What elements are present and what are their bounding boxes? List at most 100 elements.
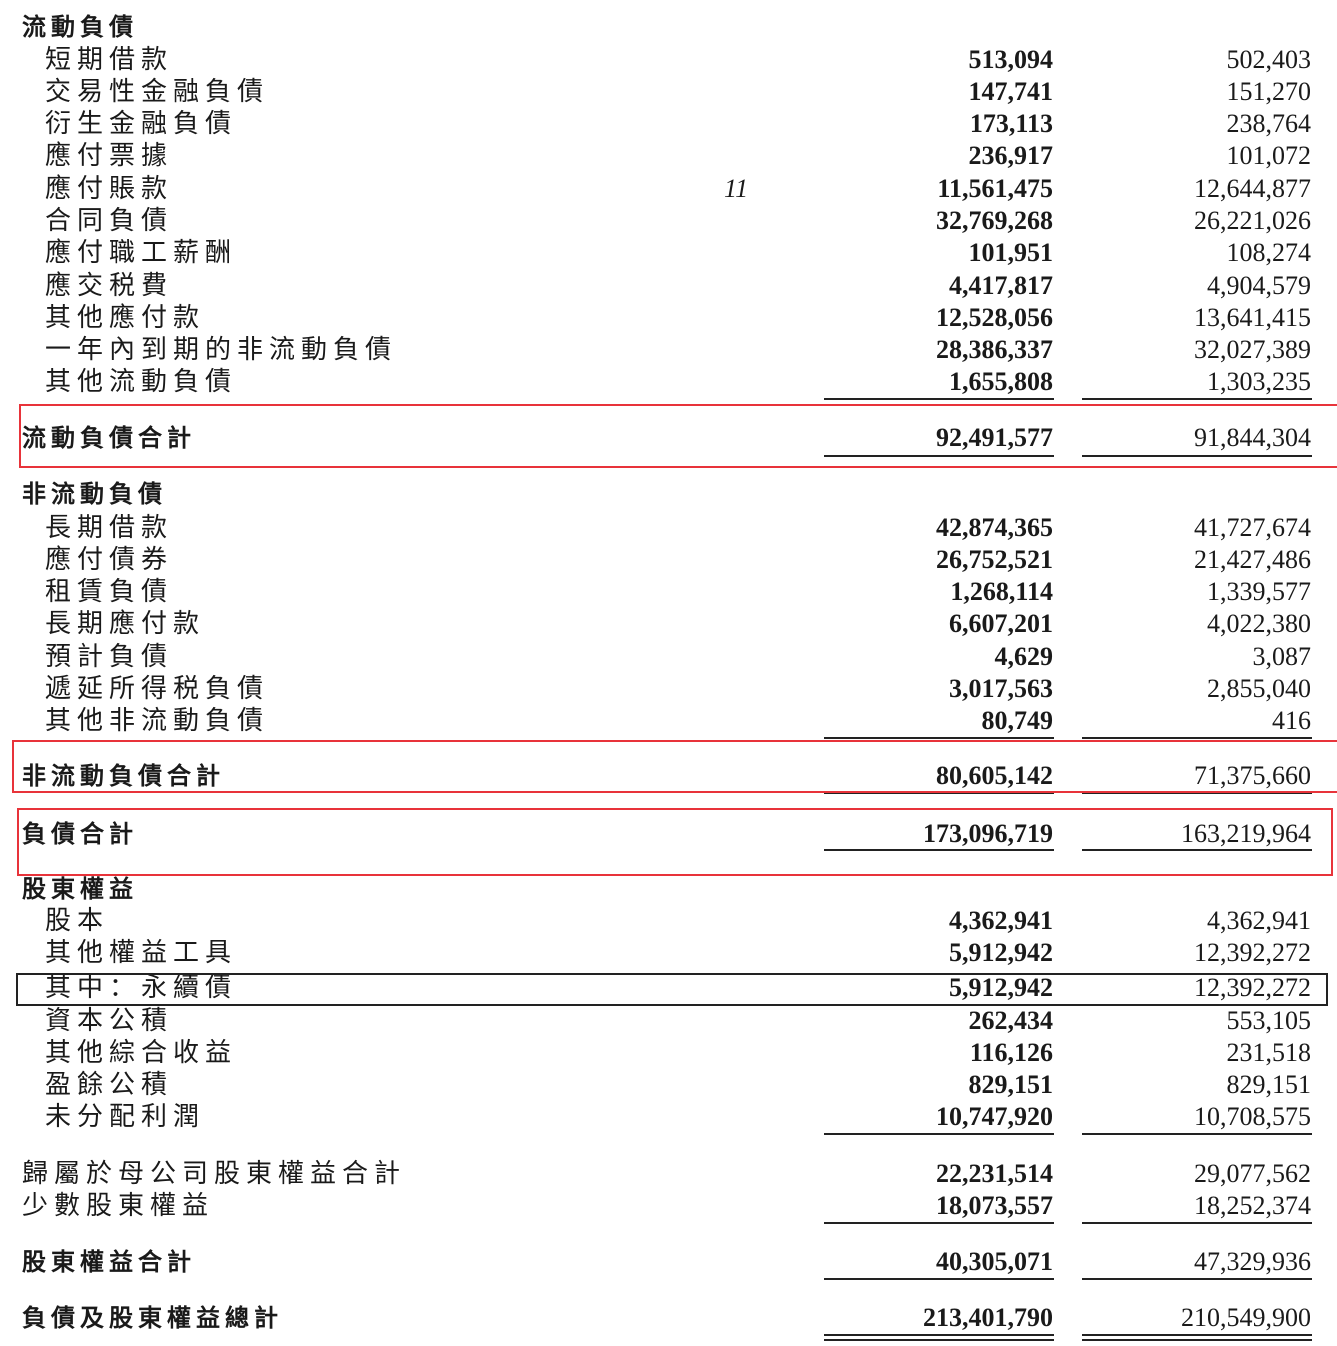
current-period-value: 28,386,337 <box>936 335 1053 364</box>
current-period-value: 80,605,142 <box>936 761 1053 790</box>
table-row: 短期借款 513,094 502,403 <box>0 44 1337 76</box>
current-period-value: 6,607,201 <box>949 609 1053 638</box>
table-row: 長期應付款 6,607,201 4,022,380 <box>0 608 1337 640</box>
current-period-value: 1,268,114 <box>950 577 1053 606</box>
row-label: 應付賬款 <box>45 174 174 203</box>
row-label: 股東權益合計 <box>22 1248 196 1276</box>
table-row: 少數股東權益 18,073,557 18,252,374 <box>0 1190 1337 1222</box>
row-label: 非流動負債合計 <box>22 762 225 790</box>
underline-prior <box>1082 792 1312 794</box>
current-period-value: 4,629 <box>994 642 1054 671</box>
row-label: 衍生金融負債 <box>45 109 238 138</box>
prior-period-value: 32,027,389 <box>1194 335 1311 364</box>
prior-period-value: 829,151 <box>1226 1070 1312 1099</box>
table-row: 衍生金融負債 173,113 238,764 <box>0 108 1337 140</box>
row-label: 其他流動負債 <box>45 367 238 396</box>
table-row: 其他流動負債 1,655,808 1,303,235 <box>0 366 1337 398</box>
row-label: 股東權益 <box>22 875 138 903</box>
row-label: 應付職工薪酬 <box>45 238 238 267</box>
current-period-value: 3,017,563 <box>949 674 1053 703</box>
table-row: 應付職工薪酬 101,951 108,274 <box>0 237 1337 269</box>
prior-period-value: 101,072 <box>1226 141 1312 170</box>
prior-period-value: 1,339,577 <box>1207 577 1311 606</box>
total-row: 負債合計 173,096,719 163,219,964 <box>0 818 1337 850</box>
prior-period-value: 91,844,304 <box>1194 423 1311 452</box>
row-label: 歸屬於母公司股東權益合計 <box>22 1159 407 1188</box>
table-row: 未分配利潤 10,747,920 10,708,575 <box>0 1101 1337 1133</box>
prior-period-value: 502,403 <box>1226 45 1312 74</box>
row-label: 其他綜合收益 <box>45 1038 238 1067</box>
current-period-value: 22,231,514 <box>936 1159 1053 1188</box>
current-period-value: 32,769,268 <box>936 206 1053 235</box>
row-label: 流動負債合計 <box>22 424 196 452</box>
prior-period-value: 231,518 <box>1226 1038 1312 1067</box>
current-period-value: 18,073,557 <box>936 1191 1053 1220</box>
highlight-box <box>17 808 1333 876</box>
total-row: 非流動負債合計 80,605,142 71,375,660 <box>0 760 1337 792</box>
row-label: 應付票據 <box>45 141 174 170</box>
prior-period-value: 10,708,575 <box>1194 1102 1311 1131</box>
row-label: 負債合計 <box>22 820 138 848</box>
highlight-box <box>12 740 1337 793</box>
row-label: 股本 <box>45 906 110 935</box>
prior-period-value: 12,392,272 <box>1194 973 1311 1002</box>
table-row: 租賃負債 1,268,114 1,339,577 <box>0 576 1337 608</box>
underline-prior <box>1082 849 1312 851</box>
prior-period-value: 26,221,026 <box>1194 206 1311 235</box>
prior-period-value: 553,105 <box>1226 1006 1312 1035</box>
prior-period-value: 4,362,941 <box>1207 906 1311 935</box>
current-period-value: 5,912,942 <box>949 973 1053 1002</box>
total-row: 股東權益合計 40,305,071 47,329,936 <box>0 1246 1337 1278</box>
current-period-value: 101,951 <box>968 238 1054 267</box>
note-reference: 11 <box>724 174 749 203</box>
table-row: 長期借款 42,874,365 41,727,674 <box>0 512 1337 544</box>
row-label: 交易性金融負債 <box>45 77 270 106</box>
row-label: 資本公積 <box>45 1006 174 1035</box>
prior-period-value: 2,855,040 <box>1207 674 1311 703</box>
current-period-value: 26,752,521 <box>936 545 1053 574</box>
prior-period-value: 12,644,877 <box>1194 174 1311 203</box>
table-row: 預計負債 4,629 3,087 <box>0 641 1337 673</box>
underline-current <box>824 792 1054 794</box>
current-period-value: 1,655,808 <box>949 367 1053 396</box>
row-label: 應交税費 <box>45 271 174 300</box>
double-underline-prior <box>1082 1334 1312 1341</box>
current-period-value: 173,096,719 <box>923 819 1053 848</box>
prior-period-value: 4,022,380 <box>1207 609 1311 638</box>
current-period-value: 10,747,920 <box>936 1102 1053 1131</box>
current-period-value: 5,912,942 <box>949 938 1053 967</box>
current-period-value: 12,528,056 <box>936 303 1053 332</box>
row-label: 盈餘公積 <box>45 1070 174 1099</box>
underline-current <box>824 1278 1054 1280</box>
prior-period-value: 3,087 <box>1252 642 1312 671</box>
row-label: 未分配利潤 <box>45 1102 206 1131</box>
table-row: 歸屬於母公司股東權益合計 22,231,514 29,077,562 <box>0 1158 1337 1190</box>
current-period-value: 40,305,071 <box>936 1247 1053 1276</box>
underline-prior <box>1082 398 1312 400</box>
table-row: 應付賬款 11 11,561,475 12,644,877 <box>0 173 1337 205</box>
table-row: 應付債券 26,752,521 21,427,486 <box>0 544 1337 576</box>
table-row: 其他綜合收益 116,126 231,518 <box>0 1037 1337 1069</box>
current-period-value: 116,126 <box>969 1038 1053 1067</box>
row-label: 合同負債 <box>45 206 174 235</box>
prior-period-value: 12,392,272 <box>1194 938 1311 967</box>
table-row: 合同負債 32,769,268 26,221,026 <box>0 205 1337 237</box>
row-label: 流動負債 <box>22 13 138 41</box>
current-period-value: 42,874,365 <box>936 513 1053 542</box>
underline-prior <box>1082 1222 1312 1224</box>
outline-box <box>16 973 1328 1006</box>
row-label: 一年內到期的非流動負債 <box>45 335 398 364</box>
underline-current <box>824 455 1054 457</box>
row-label: 租賃負債 <box>45 577 174 606</box>
double-underline-current <box>824 1334 1054 1341</box>
prior-period-value: 108,274 <box>1226 238 1312 267</box>
table-row: 其中：永續債 5,912,942 12,392,272 <box>0 972 1337 1004</box>
table-row: 其他權益工具 5,912,942 12,392,272 <box>0 937 1337 969</box>
underline-current <box>824 849 1054 851</box>
section-heading: 股東權益 <box>0 873 1337 905</box>
table-row: 其他非流動負債 80,749 416 <box>0 705 1337 737</box>
table-row: 交易性金融負債 147,741 151,270 <box>0 76 1337 108</box>
row-label: 短期借款 <box>45 45 174 74</box>
prior-period-value: 41,727,674 <box>1194 513 1311 542</box>
row-label: 少數股東權益 <box>22 1191 215 1220</box>
